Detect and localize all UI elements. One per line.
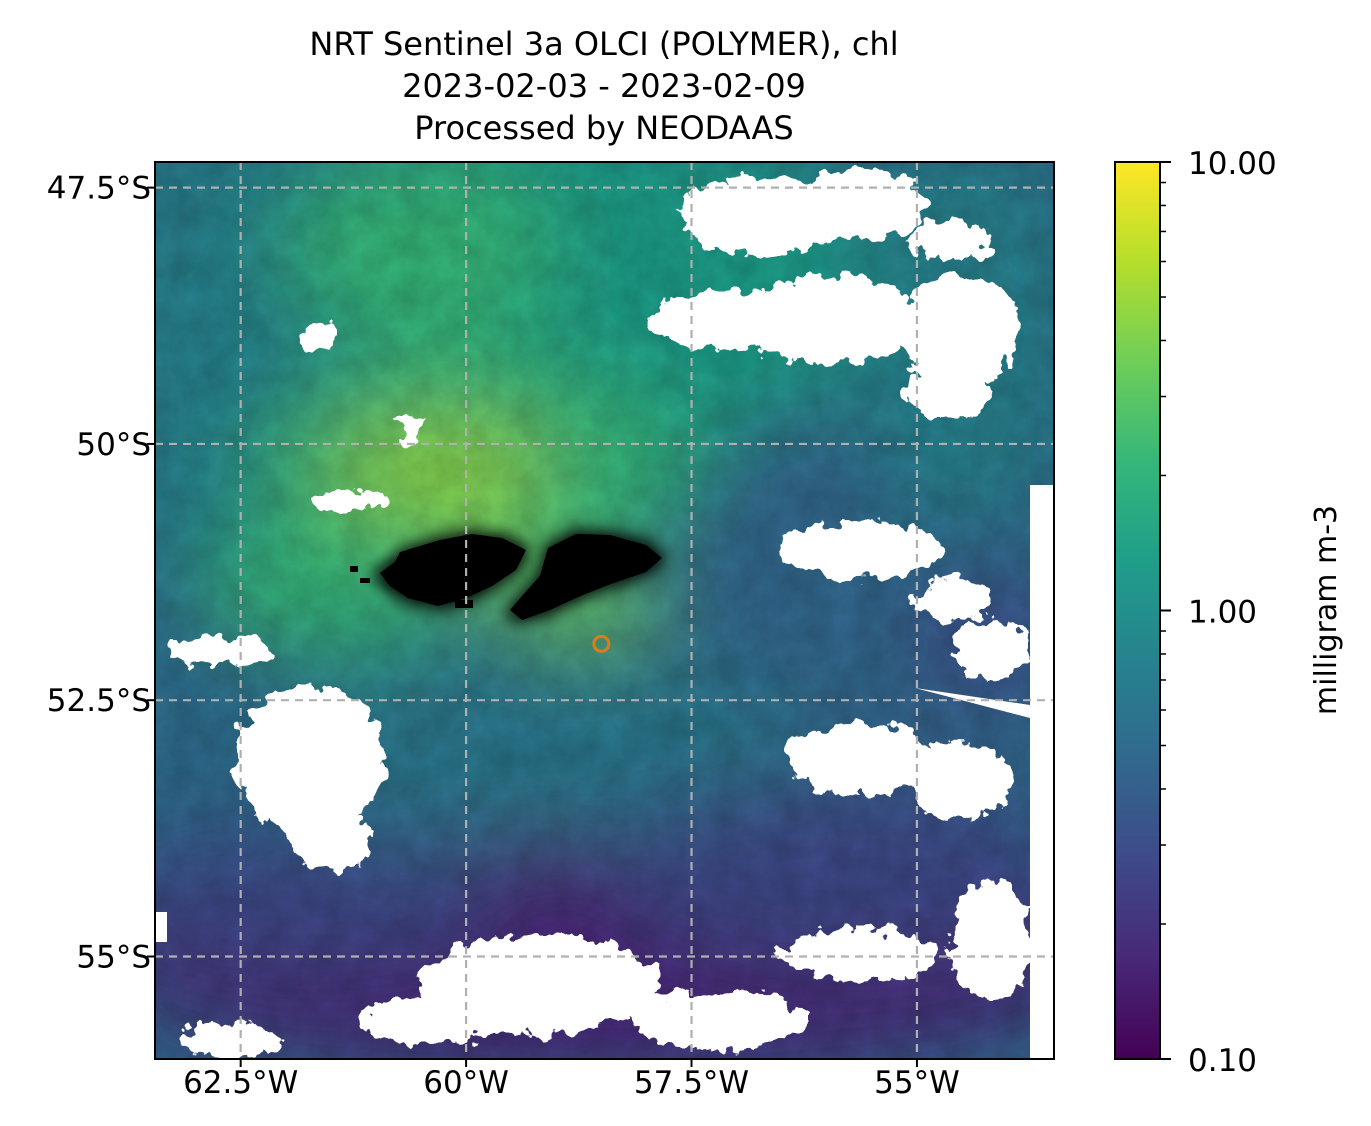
figure-title: NRT Sentinel 3a OLCI (POLYMER), chl 2023… — [309, 25, 898, 147]
lat-tick-label: 52.5°S — [47, 683, 151, 719]
chlorophyll-map — [155, 162, 1054, 1059]
lon-tick-label: 62.5°W — [183, 1065, 298, 1101]
lon-tick-label: 60°W — [423, 1065, 509, 1101]
lon-tick-label: 55°W — [874, 1065, 960, 1101]
colorbar-tick-label: 0.10 — [1188, 1043, 1257, 1079]
gridlines — [155, 162, 1054, 1059]
title-line-2: 2023-02-03 - 2023-02-09 — [402, 67, 806, 105]
colorbar-label: milligram m-3 — [1309, 505, 1344, 715]
title-line-1: NRT Sentinel 3a OLCI (POLYMER), chl — [309, 25, 898, 63]
station-marker — [592, 634, 611, 653]
colorbar-ticks: 10.00 1.00 0.10 — [1160, 146, 1277, 1079]
lat-tick-label: 55°S — [76, 939, 151, 975]
colorbar-gradient — [1115, 162, 1160, 1059]
land-falkland-islands-detail — [350, 534, 662, 620]
colorbar: 10.00 1.00 0.10 milligram m-3 — [1114, 146, 1344, 1079]
title-line-3: Processed by NEODAAS — [414, 109, 793, 147]
lat-axis: 47.5°S 50°S 52.5°S 55°S — [47, 171, 155, 975]
colorbar-tick-label: 10.00 — [1188, 146, 1277, 182]
lat-tick-label: 50°S — [76, 427, 151, 463]
swath-gap — [1030, 485, 1054, 1059]
lon-axis: 62.5°W 60°W 57.5°W 55°W — [183, 1059, 960, 1101]
cloud-mask — [170, 170, 1030, 1058]
swath-gap-wedge — [915, 688, 1030, 718]
west-gap — [155, 912, 167, 942]
lat-tick-label: 47.5°S — [47, 171, 151, 207]
map-frame — [154, 161, 1055, 1060]
lon-tick-label: 57.5°W — [634, 1065, 749, 1101]
colorbar-tick-label: 1.00 — [1188, 595, 1257, 631]
